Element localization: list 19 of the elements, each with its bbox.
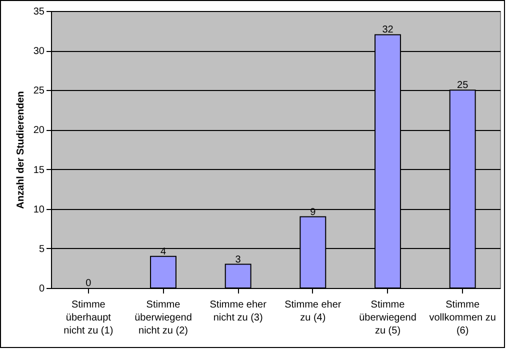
y-axis-title: Anzahl der Studierenden	[15, 91, 26, 209]
y-tick-label: 10	[33, 204, 45, 216]
data-label: 25	[457, 80, 469, 92]
y-tick-label: 35	[33, 6, 45, 18]
y-tick-label: 30	[33, 46, 45, 58]
data-label: 3	[235, 254, 242, 266]
x-tick-label: Stimme überwiegend zu (5)	[359, 300, 416, 336]
y-tick-label: 25	[33, 86, 45, 97]
y-tick-label: 0	[38, 284, 45, 294]
data-label: 0	[86, 278, 92, 289]
x-tick-label: Stimme überwiegend nicht zu (2)	[134, 300, 192, 336]
x-tick-label: Stimme vollkommen zu (6)	[429, 300, 496, 336]
y-tick-label: 20	[33, 125, 45, 136]
data-label: 32	[382, 24, 394, 36]
y-tick-label: 5	[38, 244, 45, 255]
x-tick-label: Stimme eher zu (4)	[284, 300, 342, 324]
y-tick-label: 15	[33, 164, 45, 176]
x-tick-label: Stimme überhaupt nicht zu (1)	[64, 300, 114, 336]
x-tick-label: Stimme eher nicht zu (3)	[210, 300, 268, 324]
